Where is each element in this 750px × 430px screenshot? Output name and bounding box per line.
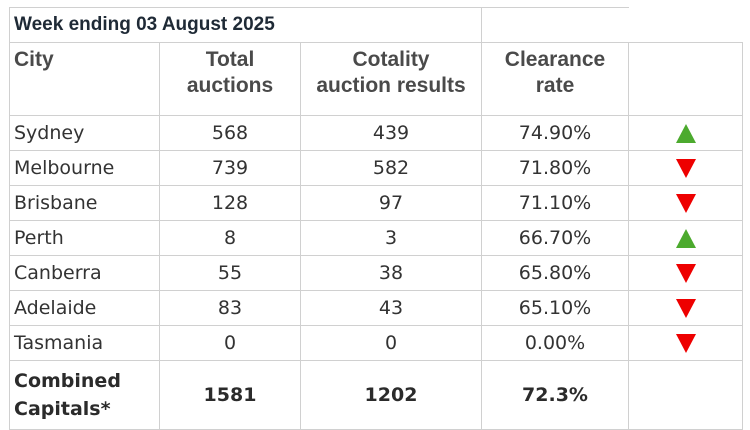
header-city: City	[9, 42, 160, 116]
combined-row: Combined Capitals* 1581 1202 72.3%	[9, 360, 743, 430]
clearance-rate-cell: 0.00%	[481, 325, 629, 361]
total-auctions-cell: 8	[159, 220, 301, 256]
clearance-rate-cell: 71.10%	[481, 185, 629, 221]
trend-cell	[628, 150, 743, 186]
title-spacer-2	[629, 8, 743, 43]
auction-results-cell: 38	[300, 255, 482, 291]
arrow-up-icon	[675, 124, 696, 143]
combined-total: 1581	[159, 360, 301, 430]
header-trend	[628, 42, 743, 116]
arrow-down-icon	[675, 334, 696, 353]
table-title: Week ending 03 August 2025	[9, 7, 482, 43]
arrow-down-icon	[675, 159, 696, 178]
clearance-rate-cell: 71.80%	[481, 150, 629, 186]
table-row: Adelaide 83 43 65.10%	[9, 290, 743, 326]
city-cell: Canberra	[9, 255, 160, 291]
combined-label-line2: Capitals*	[14, 398, 111, 420]
total-auctions-cell: 0	[159, 325, 301, 361]
combined-results: 1202	[300, 360, 482, 430]
auction-results-cell: 3	[300, 220, 482, 256]
table-body: Sydney 568 439 74.90% Melbourne 739 582 71.80% B…	[9, 115, 743, 361]
header-clearance-line1: Clearance	[504, 48, 606, 71]
city-cell: Sydney	[9, 115, 160, 151]
clearance-rate-cell: 74.90%	[481, 115, 629, 151]
city-cell: Adelaide	[9, 290, 160, 326]
header-total-line2: auctions	[186, 74, 274, 97]
header-cotality-results: Cotality auction results	[300, 42, 482, 116]
title-row: Week ending 03 August 2025	[9, 7, 743, 43]
clearance-rate-cell: 65.80%	[481, 255, 629, 291]
auction-results-cell: 582	[300, 150, 482, 186]
table-row: Brisbane 128 97 71.10%	[9, 185, 743, 221]
header-cotality-line2: auction results	[316, 74, 466, 97]
trend-cell	[628, 325, 743, 361]
total-auctions-cell: 739	[159, 150, 301, 186]
arrow-up-icon	[675, 229, 696, 248]
combined-rate: 72.3%	[481, 360, 629, 430]
trend-cell	[628, 290, 743, 326]
trend-cell	[628, 115, 743, 151]
city-cell: Tasmania	[9, 325, 160, 361]
table-row: Tasmania 0 0 0.00%	[9, 325, 743, 361]
header-total-auctions: Total auctions	[159, 42, 301, 116]
trend-cell	[628, 255, 743, 291]
combined-trend-cell	[628, 360, 743, 430]
arrow-down-icon	[675, 299, 696, 318]
auction-results-cell: 43	[300, 290, 482, 326]
city-cell: Perth	[9, 220, 160, 256]
auction-results-cell: 439	[300, 115, 482, 151]
total-auctions-cell: 128	[159, 185, 301, 221]
arrow-down-icon	[675, 194, 696, 213]
table-row: Melbourne 739 582 71.80%	[9, 150, 743, 186]
header-clearance-rate: Clearance rate	[481, 42, 629, 116]
total-auctions-cell: 83	[159, 290, 301, 326]
auction-results-cell: 0	[300, 325, 482, 361]
table-row: Canberra 55 38 65.80%	[9, 255, 743, 291]
auction-results-table-container: Week ending 03 August 2025 City Total au…	[9, 7, 743, 430]
combined-label-line1: Combined	[14, 370, 121, 392]
header-cotality-line1: Cotality	[352, 48, 430, 71]
combined-label: Combined Capitals*	[9, 360, 160, 430]
title-spacer	[481, 7, 629, 43]
header-clearance-line2: rate	[535, 74, 575, 97]
clearance-rate-cell: 66.70%	[481, 220, 629, 256]
city-cell: Brisbane	[9, 185, 160, 221]
clearance-rate-cell: 65.10%	[481, 290, 629, 326]
total-auctions-cell: 568	[159, 115, 301, 151]
table-row: Sydney 568 439 74.90%	[9, 115, 743, 151]
total-auctions-cell: 55	[159, 255, 301, 291]
header-total-line1: Total	[205, 48, 255, 71]
city-cell: Melbourne	[9, 150, 160, 186]
table-row: Perth 8 3 66.70%	[9, 220, 743, 256]
trend-cell	[628, 185, 743, 221]
auction-results-table: Week ending 03 August 2025 City Total au…	[9, 7, 743, 430]
trend-cell	[628, 220, 743, 256]
auction-results-cell: 97	[300, 185, 482, 221]
header-row: City Total auctions Cotality auction res…	[9, 42, 743, 116]
arrow-down-icon	[675, 264, 696, 283]
